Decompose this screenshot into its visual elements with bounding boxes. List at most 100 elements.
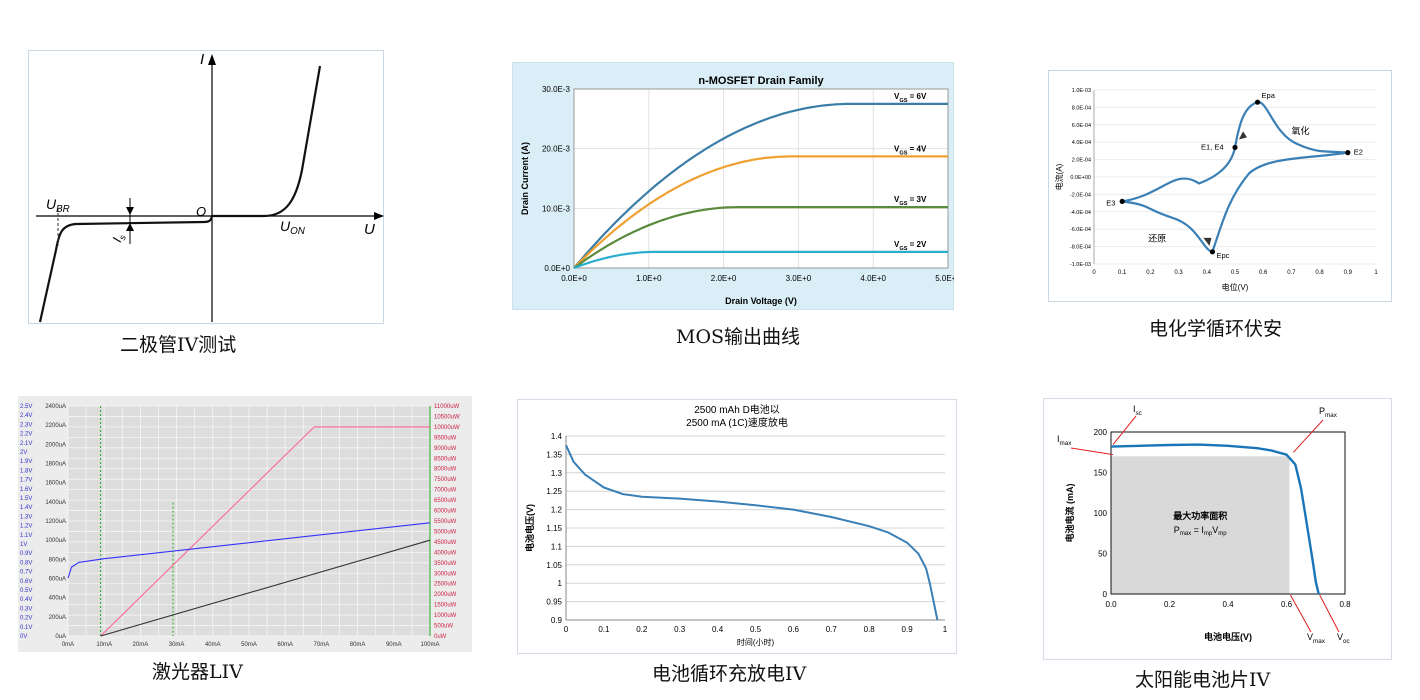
y-tick-label: 0.0E+0 — [544, 264, 570, 273]
cv-xlabel: 电位(V) — [1222, 282, 1249, 292]
y-tick-label: -2.0E-04 — [1070, 192, 1091, 198]
y-right-power-tick: 9000uW — [434, 446, 457, 452]
y-tick-label: 4.0E-04 — [1072, 140, 1091, 146]
cv-chart: -1.0E-03 -8.0E-04 -6.0E-04 -4.0E-04 -2.0E-04… — [1048, 70, 1392, 302]
mos-xlabel: Drain Voltage (V) — [725, 296, 797, 306]
x-tick-label: 0mA — [62, 642, 74, 648]
y-right-power-tick: 2500uW — [434, 582, 457, 588]
x-tick-label: 90mA — [386, 642, 402, 648]
cv-frame — [1048, 70, 1392, 302]
battery-panel: 0.9 0.95 1 1.05 1.1 1.15 1.2 1.25 1.3 1.35 1.4 0 0.1… — [517, 399, 957, 654]
x-tick-label: 0.6 — [1281, 600, 1293, 609]
y-left-voltage-tick: 1.5V — [20, 496, 32, 502]
y-right-power-tick: 2000uW — [434, 592, 457, 598]
y-right-power-tick: 5000uW — [434, 529, 457, 535]
y-left-current-tick: 1400uA — [45, 500, 66, 506]
solar-label-voc: Voc — [1337, 632, 1350, 645]
cv-point-label: Epa — [1262, 91, 1276, 100]
y-right-power-tick: 500uW — [434, 624, 453, 630]
cv-point-label: E1, E4 — [1201, 142, 1224, 151]
liv-chart: 0mA 10mA 20mA 30mA 40mA 50mA 60mA 70mA 80mA 90mA 1… — [18, 396, 472, 652]
x-tick-label: 20mA — [133, 642, 149, 648]
cv-point-label: Epc — [1216, 251, 1229, 260]
y-right-power-tick: 8000uW — [434, 467, 457, 473]
y-left-current-tick: 2200uA — [45, 423, 66, 429]
y-left-voltage-tick: 0V — [20, 634, 27, 640]
y-left-current-tick: 1000uA — [45, 538, 66, 544]
y-right-power-tick: 8500uW — [434, 456, 457, 462]
y-left-voltage-tick: 2.2V — [20, 432, 32, 438]
x-axis-label: U — [364, 221, 375, 238]
y-tick-label: 0 — [1103, 590, 1108, 599]
solar-chart: 0 50 100 150 200 0.0 0.2 0.4 0.6 0.8 电池电压(V) 电池电流 (… — [1043, 398, 1392, 660]
x-tick-label: 70mA — [314, 642, 330, 648]
cv-panel: -1.0E-03 -8.0E-04 -6.0E-04 -4.0E-04 -2.0E-04… — [1048, 70, 1392, 302]
x-tick-label: 0.2 — [1146, 270, 1155, 276]
y-left-voltage-tick: 1V — [20, 542, 27, 548]
y-left-current-tick: 600uA — [49, 577, 66, 583]
y-right-power-tick: 10000uW — [434, 425, 460, 431]
y-tick-label: -6.0E-04 — [1070, 227, 1091, 233]
y-left-current-tick: 2000uA — [45, 442, 66, 448]
x-tick-label: 0 — [1092, 270, 1096, 276]
caption-solar: 太阳能电池片IV — [1135, 669, 1271, 691]
x-tick-label: 0.0E+0 — [561, 274, 587, 283]
x-tick-label: 0.9 — [902, 625, 914, 634]
y-tick-label: 100 — [1094, 509, 1108, 518]
y-tick-label: 1.1 — [551, 542, 563, 551]
x-tick-label: 0.7 — [826, 625, 838, 634]
is-label: Is — [109, 231, 128, 245]
cv-point — [1254, 99, 1261, 105]
y-tick-label: 1.0E-03 — [1072, 88, 1091, 94]
x-tick-label: 1 — [1374, 270, 1378, 276]
mos-panel: 0.0E+0 1.0E+0 2.0E+0 3.0E+0 4.0E+0 5.0E+0 0.0E… — [512, 62, 954, 310]
cv-annotation-reduction: 还原 — [1148, 232, 1166, 243]
y-tick-label: 1.25 — [546, 487, 562, 496]
liv-series-power — [100, 426, 430, 637]
y-tick-label: 10.0E-3 — [542, 204, 571, 213]
y-right-power-tick: 6500uW — [434, 498, 457, 504]
caption-liv: 激光器LIV — [152, 661, 243, 683]
cv-point — [1232, 144, 1238, 151]
mos-series-line — [573, 155, 948, 269]
y-tick-label: 0.9 — [551, 616, 563, 625]
y-axis-label: I — [200, 51, 204, 68]
y-tick-label: 0.95 — [546, 598, 562, 607]
x-tick-label: 0.8 — [864, 625, 876, 634]
caption-diode: 二极管IV测试 — [120, 334, 237, 356]
y-tick-label: 0.0E+00 — [1070, 175, 1091, 181]
x-tick-label: 3.0E+0 — [786, 274, 812, 283]
y-tick-label: 50 — [1098, 550, 1107, 559]
x-tick-label: 0.1 — [1118, 270, 1127, 276]
y-left-voltage-tick: 1.2V — [20, 524, 32, 530]
mos-series-line — [573, 102, 948, 269]
y-right-power-tick: 10500uW — [434, 414, 460, 420]
diode-chart: I U O UBR UON Is — [36, 51, 384, 323]
y-tick-label: 1.4 — [551, 432, 563, 441]
y-right-power-tick: 7500uW — [434, 477, 457, 483]
y-right-power-tick: 1500uW — [434, 603, 457, 609]
mos-series-label: VGS = 4V — [894, 144, 927, 156]
ubr-label: UBR — [46, 196, 70, 215]
solar-panel: 0 50 100 150 200 0.0 0.2 0.4 0.6 0.8 电池电压(V) 电池电流 (… — [1043, 398, 1392, 660]
cv-point-label: E2 — [1354, 148, 1363, 157]
y-right-power-tick: 0uW — [434, 634, 447, 640]
cv-point — [1345, 150, 1351, 156]
x-tick-label: 0.1 — [598, 625, 610, 634]
solar-formula: Pmax = ImpVmp — [1174, 525, 1227, 537]
x-tick-label: 40mA — [205, 642, 221, 648]
y-left-voltage-tick: 0.1V — [20, 625, 32, 631]
is-arrow-up — [126, 223, 134, 231]
y-right-power-tick: 4500uW — [434, 540, 457, 546]
y-right-power-tick: 7000uW — [434, 488, 457, 494]
y-tick-label: 1.2 — [551, 506, 563, 515]
solar-area-label: 最大功率面积 — [1173, 510, 1227, 521]
y-tick-label: 1 — [558, 579, 563, 588]
x-tick-label: 50mA — [241, 642, 257, 648]
x-tick-label: 100mA — [420, 642, 439, 648]
y-left-voltage-tick: 0.8V — [20, 560, 32, 566]
solar-label-imax: Imax — [1057, 434, 1072, 447]
x-tick-label: 0.7 — [1287, 270, 1296, 276]
y-right-power-tick: 9500uW — [434, 435, 457, 441]
mos-series-label: VGS = 3V — [894, 195, 927, 207]
